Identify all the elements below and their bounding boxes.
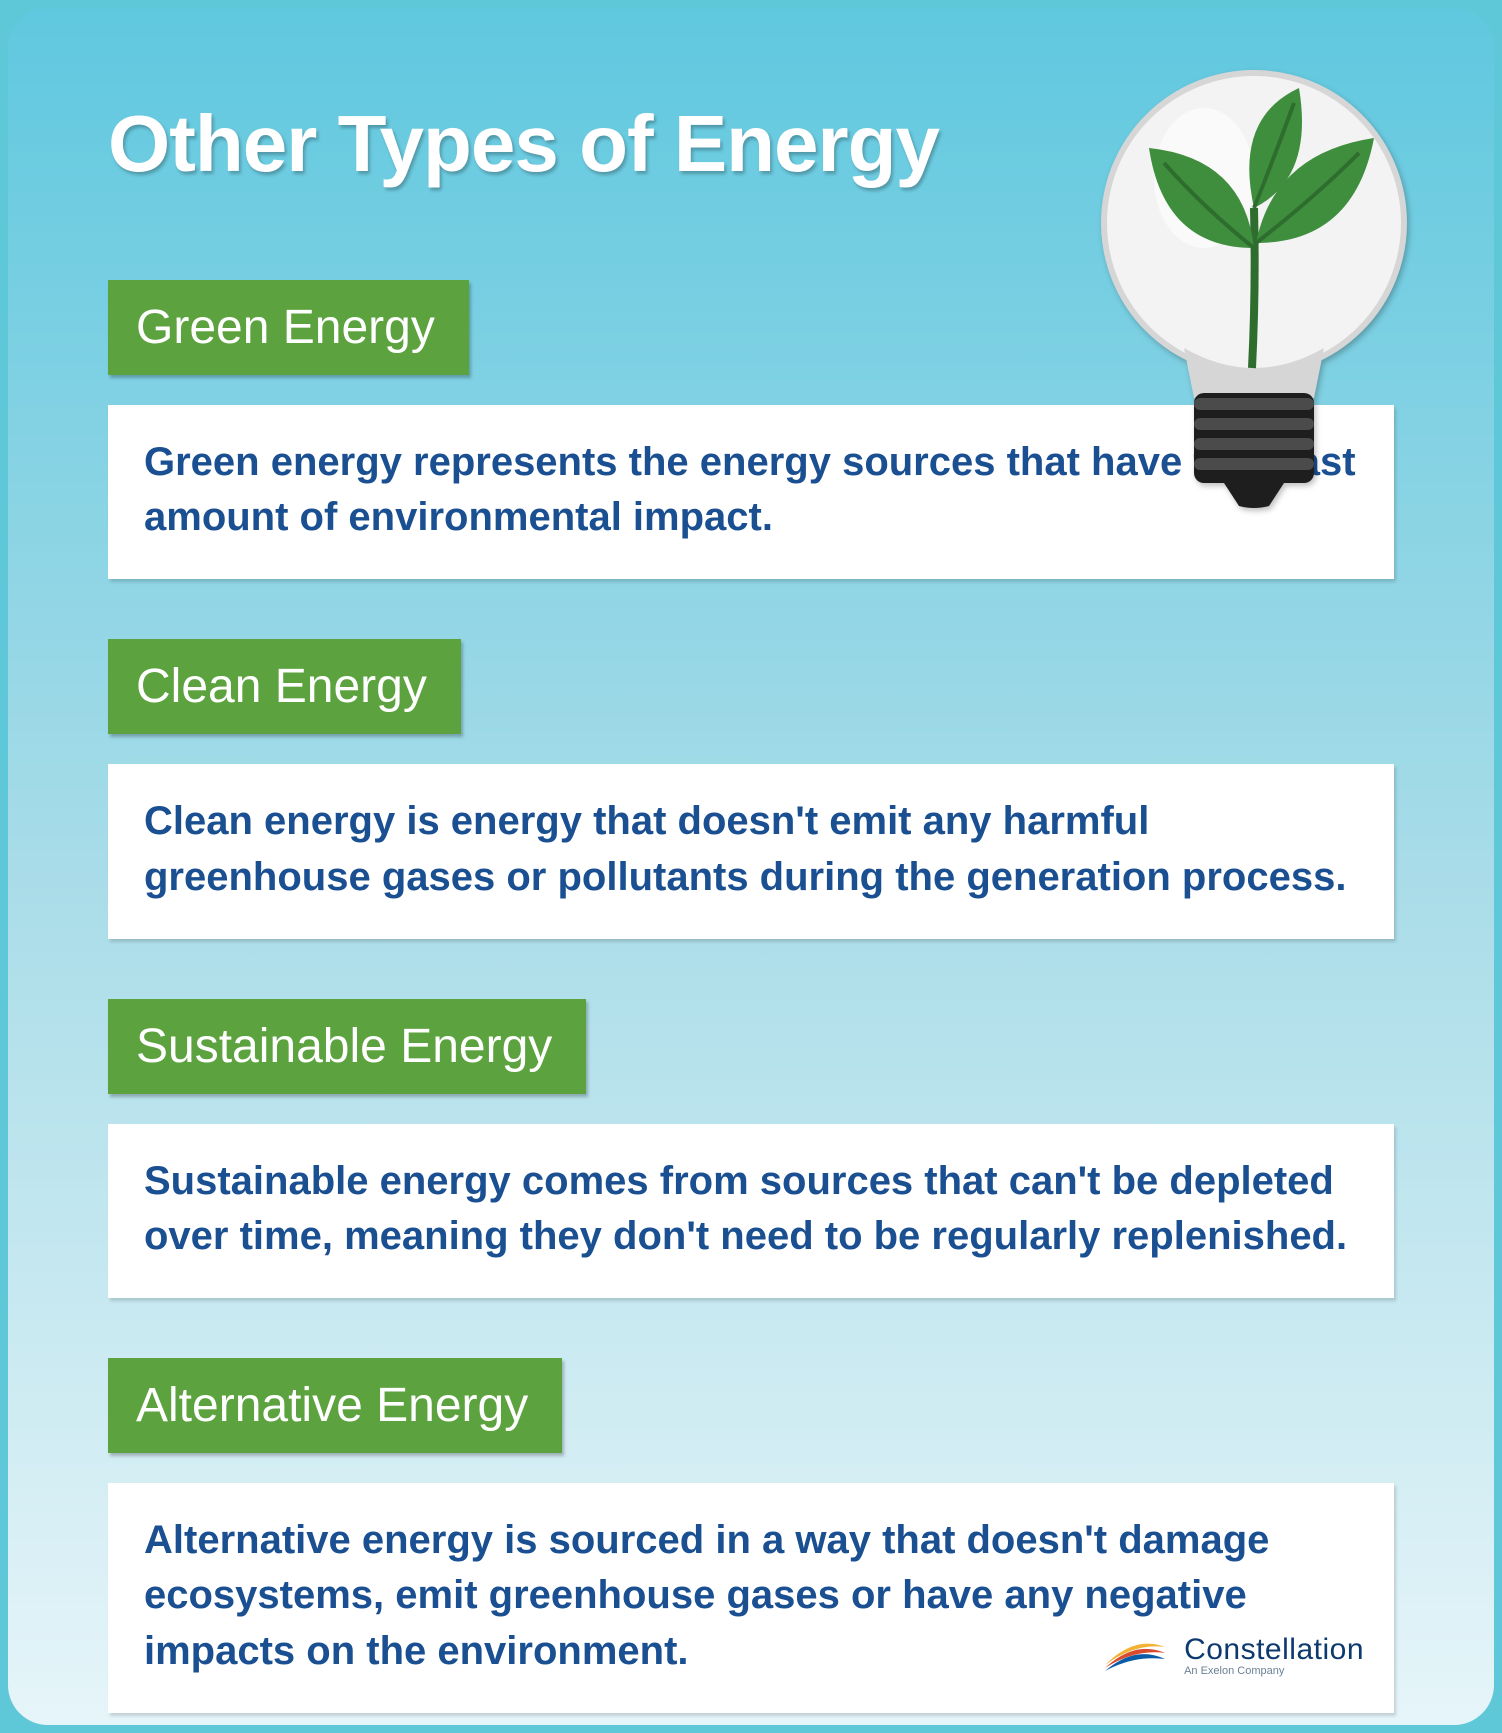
constellation-logo-icon [1100,1635,1170,1675]
section-sustainable-energy: Sustainable Energy Sustainable energy co… [108,999,1394,1298]
infographic-card: Other Types of Energy [8,8,1494,1725]
section-title: Alternative Energy [108,1358,562,1453]
brand-name: Constellation [1184,1633,1364,1667]
section-body: Sustainable energy comes from sources th… [108,1124,1394,1298]
section-body: Clean energy is energy that doesn't emit… [108,764,1394,938]
section-title: Green Energy [108,280,469,375]
section-title: Clean Energy [108,639,461,734]
section-body: Alternative energy is sourced in a way t… [108,1483,1394,1713]
brand-text: Constellation An Exelon Company [1184,1633,1364,1677]
section-title: Sustainable Energy [108,999,586,1094]
lightbulb-plant-icon [1084,68,1424,508]
section-clean-energy: Clean Energy Clean energy is energy that… [108,639,1394,938]
brand-tagline: An Exelon Company [1184,1665,1364,1677]
footer-brand: Constellation An Exelon Company [1100,1633,1364,1677]
